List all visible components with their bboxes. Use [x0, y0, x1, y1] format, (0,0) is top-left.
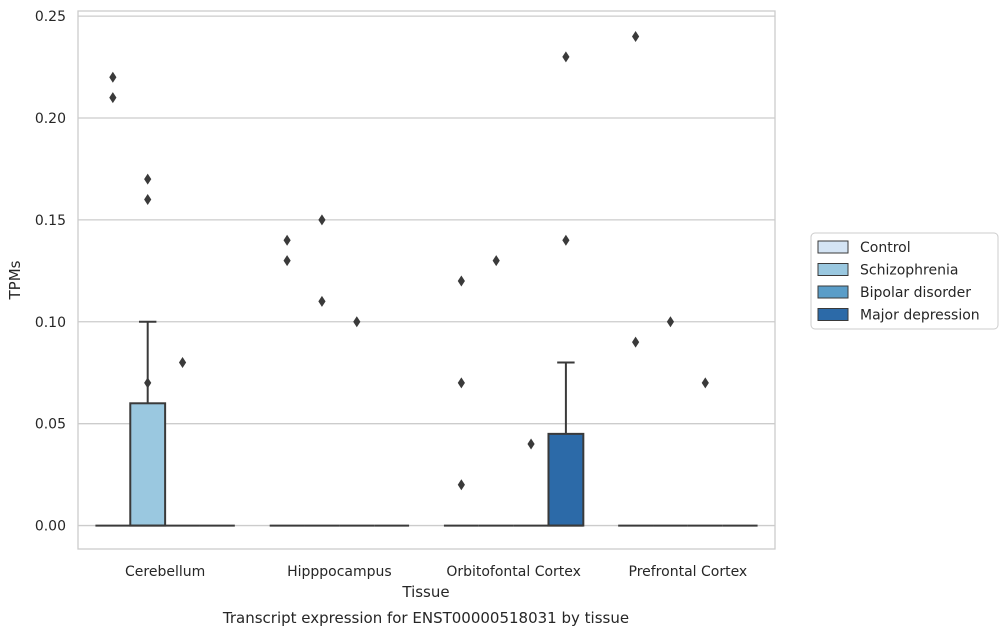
x-axis-ticks: Cerebellum Hipppocampus Orbitofontal Corte… — [125, 564, 747, 580]
outlier-point — [144, 194, 152, 206]
y-tick-label: 0.05 — [35, 417, 66, 433]
x-tick-label: Cerebellum — [125, 564, 205, 580]
outlier-point — [666, 316, 675, 328]
legend-label: Major depression — [860, 308, 980, 324]
box-bipolar-disorder — [687, 377, 723, 527]
box-bipolar-disorder — [513, 438, 549, 527]
box-bipolar-disorder — [165, 357, 200, 527]
outlier-point — [632, 336, 640, 348]
legend-swatch — [817, 240, 849, 254]
box-control — [443, 275, 479, 527]
legend-swatch — [817, 263, 849, 276]
box-schizophrenia — [653, 316, 688, 527]
outlier-point — [318, 214, 326, 226]
legend: Control Schizophrenia Bipolar disorder Majo… — [810, 232, 999, 330]
y-tick-label: 0.10 — [35, 315, 66, 331]
box-control — [618, 30, 654, 527]
outlier-point — [457, 479, 465, 491]
outlier-point — [492, 255, 500, 267]
box-body — [547, 432, 585, 527]
box-schizophrenia — [129, 173, 167, 527]
legend-swatch — [817, 285, 849, 299]
legend-swatch — [817, 308, 849, 321]
chart-title: Transcript expression for ENST0000051803… — [222, 609, 629, 627]
y-axis-ticks: 0.00 0.05 0.10 0.15 0.20 0.25 — [35, 9, 66, 534]
y-tick-label: 0.15 — [35, 213, 66, 229]
box-control — [95, 71, 131, 527]
outlier-point — [318, 295, 326, 307]
outlier-point — [144, 173, 152, 185]
outlier-point — [178, 357, 187, 369]
legend-label: Control — [860, 240, 911, 256]
y-axis-title: TPMs — [6, 260, 24, 300]
outlier-point — [283, 234, 291, 246]
box-body — [129, 402, 167, 527]
box-schizophrenia — [304, 214, 340, 527]
gridlines — [78, 15, 775, 527]
outlier-point — [109, 71, 117, 83]
outlier-point — [527, 438, 535, 450]
y-tick-label: 0.25 — [35, 9, 66, 25]
y-tick-label: 0.20 — [35, 111, 66, 127]
outlier-point — [283, 255, 291, 267]
x-tick-label: Prefrontal Cortex — [629, 564, 748, 580]
outlier-point — [353, 316, 361, 328]
legend-frame — [810, 232, 999, 330]
outlier-point — [144, 377, 152, 389]
box-schizophrenia — [478, 255, 514, 527]
legend-label: Bipolar disorder — [860, 285, 971, 301]
legend-label: Schizophrenia — [860, 263, 958, 279]
outlier-point — [457, 275, 465, 287]
outlier-point — [562, 234, 570, 246]
outlier-point — [701, 377, 709, 389]
y-tick-label: 0.00 — [35, 519, 66, 535]
outlier-point — [109, 92, 117, 104]
plot-frame — [77, 10, 776, 550]
outlier-point — [457, 377, 465, 389]
box-bipolar-disorder — [339, 316, 375, 527]
x-axis-title: Tissue — [401, 583, 449, 601]
box-major-depression — [547, 51, 585, 527]
x-tick-label: Orbitofontal Cortex — [446, 564, 581, 580]
plot-area — [95, 30, 758, 527]
outlier-point — [632, 30, 640, 42]
outlier-point — [562, 51, 570, 63]
x-tick-label: Hipppocampus — [287, 564, 392, 580]
box-control — [269, 234, 305, 527]
